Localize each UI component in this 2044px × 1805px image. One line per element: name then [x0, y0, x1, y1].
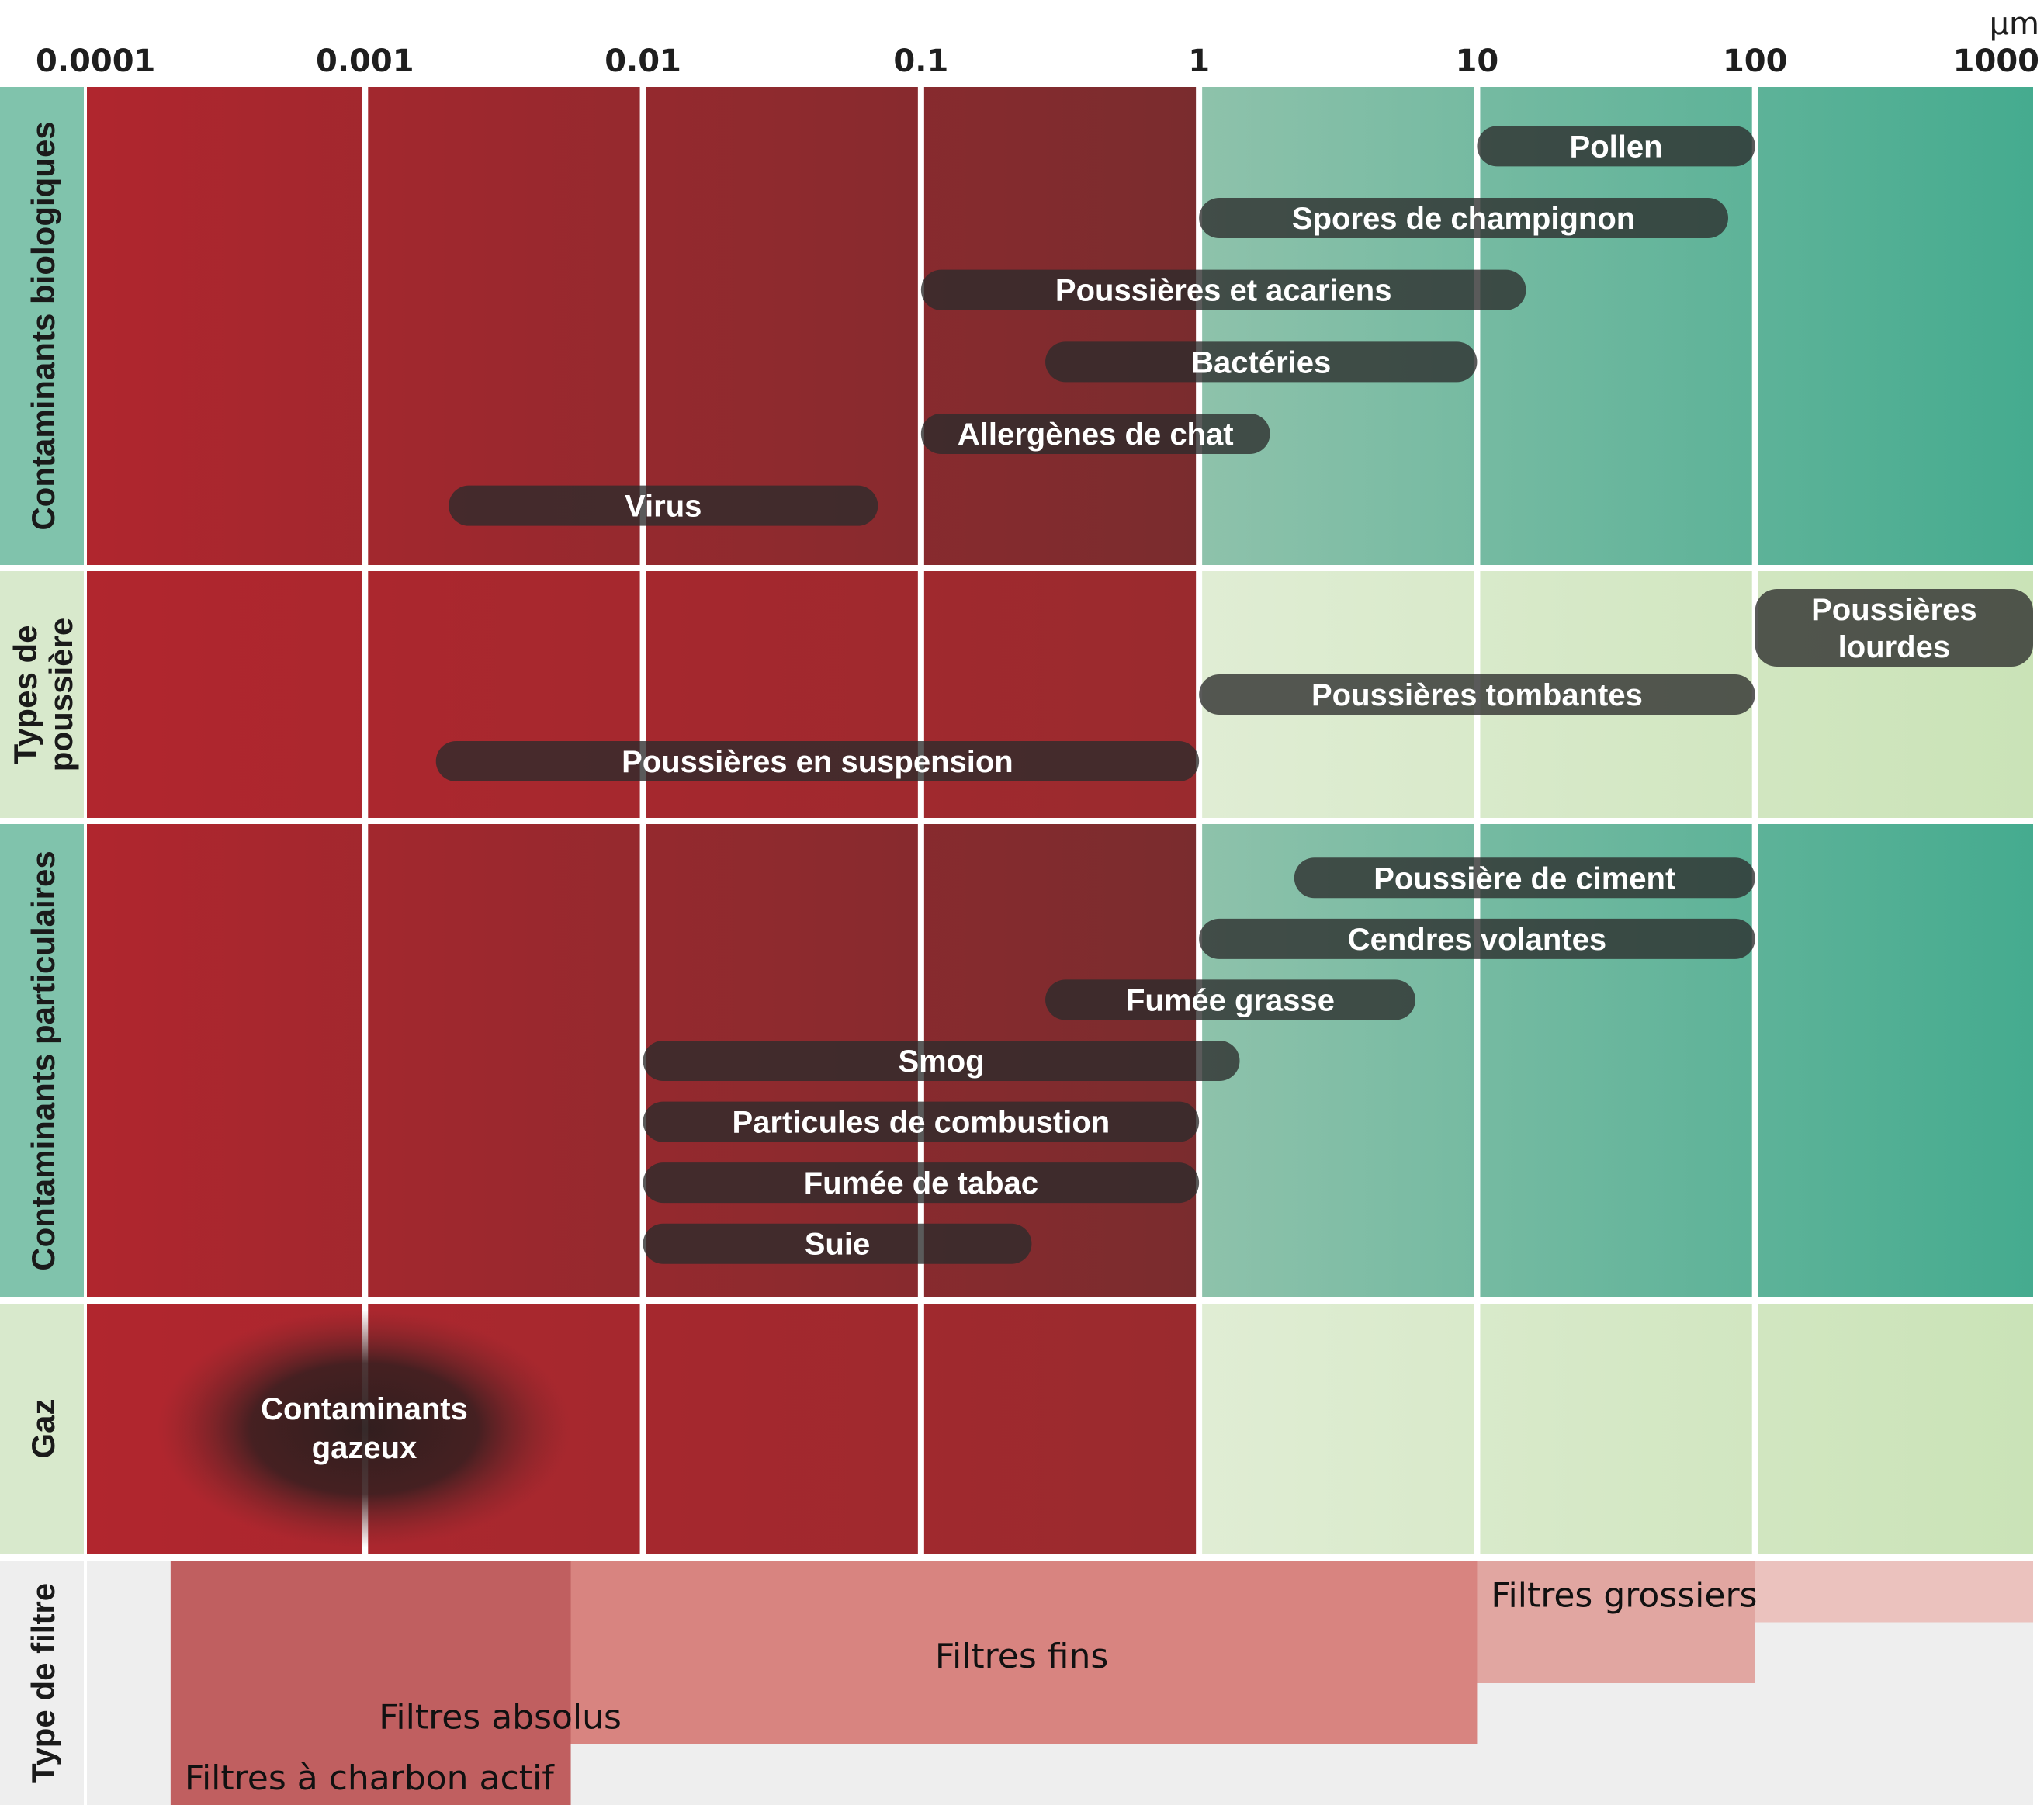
filter-type-label: Type de filtre	[25, 1583, 61, 1783]
row-group-labels: Contaminants biologiques Types de poussièr…	[7, 121, 79, 1783]
range-bar	[643, 1162, 1200, 1204]
row-group-label: Types de	[7, 625, 43, 764]
bar-label: Poussières en suspension	[622, 745, 1013, 779]
row-group-label: poussière	[43, 618, 79, 771]
range-bar	[643, 1223, 1032, 1264]
filter-band-label: Filtres à charbon actif	[185, 1758, 555, 1798]
range-bar	[449, 485, 878, 526]
filter-band-label: Filtres grossiers	[1491, 1576, 1757, 1616]
bar-label: Poussières tombantes	[1311, 678, 1643, 712]
gridline	[362, 87, 369, 1554]
bar-label: Cendres volantes	[1348, 923, 1606, 957]
bar-label: Suie	[805, 1228, 870, 1262]
bar-label: Particules de combustion	[732, 1106, 1110, 1140]
x-tick-label: 1000	[1953, 43, 2039, 79]
bar-label: Smog	[898, 1045, 984, 1079]
filter-band-label: Filtres absolus	[379, 1698, 622, 1737]
row-label-background	[0, 87, 84, 565]
bar-label: Poussières et acariens	[1055, 274, 1392, 308]
range-bar	[1755, 589, 2033, 667]
x-tick-label: 0.0001	[36, 43, 155, 79]
x-tick-label: 10	[1456, 43, 1499, 79]
range-bar	[920, 269, 1526, 310]
bar-label: Bactéries	[1191, 345, 1331, 379]
gridline	[1474, 87, 1481, 1554]
range-bar	[643, 1101, 1200, 1142]
row-label-background	[0, 1304, 84, 1554]
coarse-particle-zone	[1199, 824, 2033, 1297]
filter-bands: Filtres grossiers Filtres fins Filtres abs…	[170, 1561, 2033, 1805]
x-tick-label: 0.1	[893, 43, 948, 79]
filter-label-background	[0, 1561, 84, 1805]
gridline	[917, 87, 924, 1554]
x-tick-label: 1	[1188, 43, 1210, 79]
x-tick-label: 0.001	[316, 43, 414, 79]
x-tick-label: 100	[1723, 43, 1788, 79]
bar-label: Poussière de ciment	[1374, 861, 1675, 896]
range-bar	[643, 1041, 1240, 1081]
coarse-particle-zone	[1199, 87, 2033, 565]
filter-band	[170, 1561, 571, 1805]
gas-contaminant-blob	[158, 1310, 571, 1547]
range-bar	[920, 414, 1270, 454]
bar-label: Fumée grasse	[1126, 983, 1335, 1017]
bar-label: Spores de champignon	[1292, 202, 1635, 236]
range-bar	[1199, 198, 1728, 238]
range-bars: Pollen Spores de champignon Poussières et …	[158, 126, 2033, 1547]
x-axis-ticks: µm 0.0001 0.001 0.01 0.1 1 10 100 1000	[36, 6, 2039, 79]
x-tick-label: 0.01	[605, 43, 681, 79]
coarse-particle-zone	[1199, 1304, 2033, 1554]
gridline	[1751, 87, 1758, 1554]
bar-label: lourdes	[1838, 630, 1950, 664]
row-group-label: Gaz	[25, 1398, 61, 1458]
bar-label: Allergènes de chat	[958, 417, 1234, 452]
row-label-background	[0, 571, 84, 818]
x-axis-unit-label: µm	[1990, 6, 2039, 42]
bar-label: Virus	[625, 490, 702, 524]
row-group-label: Contaminants particulaires	[25, 851, 61, 1270]
range-bar	[1199, 674, 1755, 715]
range-bar	[1199, 918, 1755, 959]
range-bar	[1477, 126, 1755, 167]
range-bar	[1045, 979, 1415, 1020]
range-bar	[1294, 857, 1755, 899]
row-group-label: Contaminants biologiques	[25, 121, 61, 530]
gridlines	[362, 87, 1758, 1554]
gridline	[639, 87, 646, 1554]
bar-label: Pollen	[1570, 130, 1663, 164]
row-label-background	[0, 824, 84, 1297]
range-bar	[1045, 341, 1478, 383]
bar-label: Fumée de tabac	[804, 1166, 1038, 1200]
bar-label: gazeux	[312, 1431, 417, 1465]
gridline	[1196, 87, 1203, 1554]
range-bar	[435, 741, 1200, 781]
bar-label: Poussières	[1811, 593, 1976, 627]
bar-label: Contaminants	[261, 1392, 468, 1426]
filter-band-label: Filtres fins	[935, 1637, 1108, 1676]
